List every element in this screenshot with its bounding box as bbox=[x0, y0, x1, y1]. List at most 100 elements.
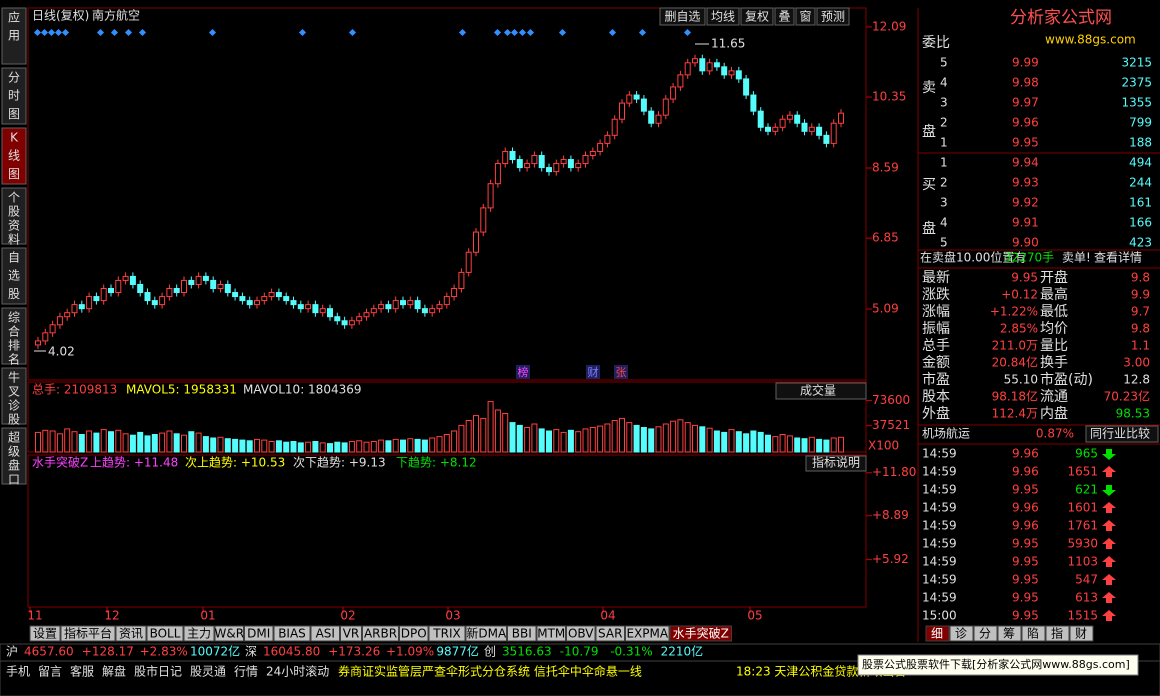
button[interactable] bbox=[1085, 425, 1159, 443]
tab-label[interactable]: OBV bbox=[568, 627, 594, 641]
side-tab-char[interactable]: 选 bbox=[8, 269, 20, 283]
side-tab-char[interactable]: 自 bbox=[8, 251, 20, 265]
tab-label[interactable]: 诊 bbox=[955, 627, 967, 641]
status-link[interactable]: 行情 bbox=[234, 665, 258, 679]
button-label[interactable]: 指标说明 bbox=[812, 455, 860, 470]
tab-label[interactable]: VR bbox=[343, 627, 360, 641]
button-label[interactable]: 窗 bbox=[799, 10, 811, 24]
side-tab-char[interactable]: 时 bbox=[8, 89, 20, 103]
tab-label[interactable]: W&R bbox=[214, 627, 244, 641]
tab-label[interactable]: DPO bbox=[401, 627, 427, 641]
tab[interactable] bbox=[595, 625, 625, 642]
side-tab[interactable] bbox=[1, 67, 27, 125]
side-tab-char[interactable]: 股 bbox=[8, 205, 20, 219]
tab[interactable] bbox=[115, 625, 147, 642]
tab-label[interactable]: 细 bbox=[931, 627, 943, 641]
tab[interactable] bbox=[625, 625, 670, 642]
tab-label[interactable]: EXPMA bbox=[626, 627, 668, 641]
tab[interactable] bbox=[146, 625, 184, 642]
side-tab-char[interactable]: K bbox=[10, 131, 19, 145]
side-tab-char[interactable]: 诊 bbox=[8, 399, 20, 413]
button[interactable] bbox=[740, 7, 774, 26]
tab-label[interactable]: ASI bbox=[316, 627, 335, 641]
button[interactable] bbox=[795, 7, 816, 26]
tab[interactable] bbox=[399, 625, 429, 642]
tab[interactable] bbox=[60, 625, 116, 642]
side-tab-char[interactable]: 股 bbox=[8, 287, 20, 301]
tab[interactable] bbox=[566, 625, 596, 642]
status-link[interactable]: 客服 bbox=[70, 664, 94, 679]
tab-label[interactable]: 设置 bbox=[33, 627, 57, 641]
tab[interactable] bbox=[273, 625, 311, 642]
tab[interactable] bbox=[997, 625, 1022, 642]
tab[interactable] bbox=[244, 625, 274, 642]
tab[interactable] bbox=[362, 625, 399, 642]
button-label[interactable]: 叠 bbox=[778, 10, 790, 24]
dropdown-label[interactable]: 成交量 bbox=[800, 383, 836, 398]
tab[interactable] bbox=[1021, 625, 1046, 642]
side-tab-char[interactable]: 个 bbox=[8, 191, 20, 205]
side-tab[interactable] bbox=[1, 127, 27, 185]
side-tab-char[interactable]: 图 bbox=[8, 167, 20, 181]
tab[interactable] bbox=[536, 625, 566, 642]
side-tab-char[interactable]: 股 bbox=[8, 413, 20, 427]
tab-label[interactable]: BBI bbox=[512, 627, 532, 641]
side-tab-char[interactable]: 超 bbox=[8, 430, 20, 445]
tab[interactable] bbox=[183, 625, 215, 642]
tab-label[interactable]: 筹 bbox=[1003, 627, 1015, 641]
side-tab-char[interactable]: 排 bbox=[8, 339, 20, 353]
tab[interactable] bbox=[949, 625, 974, 642]
side-tab-char[interactable]: 牛 bbox=[8, 370, 20, 385]
status-link[interactable]: 解盘 bbox=[102, 664, 126, 679]
tab[interactable] bbox=[1069, 625, 1094, 642]
side-tab-char[interactable]: 合 bbox=[8, 324, 20, 339]
side-tab[interactable] bbox=[1, 367, 27, 425]
tab[interactable] bbox=[973, 625, 998, 642]
tab[interactable] bbox=[29, 625, 61, 642]
tab-label[interactable]: TRIX bbox=[432, 627, 460, 641]
dropdown[interactable] bbox=[775, 382, 867, 400]
tab[interactable] bbox=[465, 625, 507, 642]
tab[interactable] bbox=[507, 625, 537, 642]
button-label[interactable]: 均线 bbox=[711, 10, 735, 24]
status-link[interactable]: 24小时滚动 bbox=[266, 664, 329, 679]
side-tab[interactable] bbox=[1, 7, 27, 65]
side-tab-char[interactable]: 应 bbox=[8, 10, 20, 25]
button[interactable] bbox=[774, 7, 795, 26]
side-tab-char[interactable]: 级 bbox=[8, 445, 20, 459]
tab[interactable] bbox=[1045, 625, 1070, 642]
tab-label[interactable]: BOLL bbox=[150, 627, 181, 641]
tab[interactable] bbox=[214, 625, 244, 642]
side-tab[interactable] bbox=[1, 307, 27, 365]
side-tab-char[interactable]: 线 bbox=[8, 149, 20, 163]
status-link[interactable]: 留言 bbox=[38, 665, 62, 679]
side-tab[interactable] bbox=[1, 187, 27, 245]
button[interactable] bbox=[706, 7, 740, 26]
side-tab[interactable] bbox=[1, 247, 27, 305]
tab-label[interactable]: MTM bbox=[537, 627, 565, 641]
tab-label[interactable]: 资讯 bbox=[119, 627, 143, 641]
tab-label[interactable]: SAR bbox=[598, 627, 622, 641]
tab-label[interactable]: 分 bbox=[979, 627, 991, 641]
button[interactable] bbox=[659, 7, 706, 26]
tab[interactable] bbox=[925, 625, 950, 642]
button[interactable] bbox=[805, 455, 867, 472]
side-tab-char[interactable]: 资 bbox=[8, 219, 20, 233]
button-label[interactable]: 复权 bbox=[745, 10, 769, 24]
side-tab-char[interactable]: 叉 bbox=[8, 385, 20, 399]
tab[interactable] bbox=[428, 625, 466, 642]
side-tab-char[interactable]: 盘 bbox=[8, 458, 20, 473]
tab-label[interactable]: 主力 bbox=[187, 627, 211, 641]
side-tab-char[interactable]: 料 bbox=[8, 233, 20, 247]
side-tab-char[interactable]: 用 bbox=[8, 29, 20, 43]
side-tab-char[interactable]: 名 bbox=[8, 352, 20, 367]
side-tab-char[interactable]: 图 bbox=[8, 107, 20, 121]
tab[interactable] bbox=[340, 625, 362, 642]
tab-label[interactable]: 财 bbox=[1075, 627, 1087, 641]
button-label[interactable]: 预测 bbox=[821, 10, 845, 24]
tab-label[interactable]: BIAS bbox=[278, 627, 306, 641]
status-link[interactable]: 手机 bbox=[6, 665, 30, 679]
button-label[interactable]: 删自选 bbox=[664, 10, 700, 24]
tab-label[interactable]: DMI bbox=[247, 627, 270, 641]
tab-label[interactable]: 水手突破Z bbox=[673, 626, 729, 641]
